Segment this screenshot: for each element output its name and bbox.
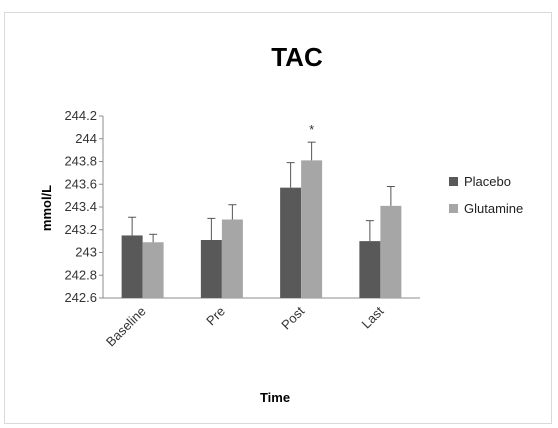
y-tick-label: 243.2 xyxy=(64,222,97,237)
y-tick-label: 243 xyxy=(75,245,97,260)
bar-glutamine-post xyxy=(301,160,323,298)
chart-frame xyxy=(4,12,552,424)
legend-swatch-placebo xyxy=(449,177,458,186)
bar-placebo-baseline xyxy=(121,235,143,298)
bar-placebo-last xyxy=(359,241,381,298)
x-axis-label: Time xyxy=(260,390,290,405)
bar-placebo-post xyxy=(280,187,302,298)
bars xyxy=(121,160,402,298)
annotations: * xyxy=(309,122,314,137)
bar-placebo-pre xyxy=(200,239,222,298)
x-axis-ticks: Baseline Pre Post Last xyxy=(103,303,387,349)
y-tick-label: 242.8 xyxy=(64,267,97,282)
legend-label-glutamine: Glutamine xyxy=(464,201,523,216)
bar-glutamine-baseline xyxy=(142,242,164,298)
y-axis-label: mmol/L xyxy=(39,185,54,231)
legend-label-placebo: Placebo xyxy=(464,174,511,189)
y-axis-ticks: 244.2 244 243.8 243.6 243.4 243.2 243 242.8 242.… xyxy=(64,108,103,305)
y-tick-label: 244.2 xyxy=(64,108,97,123)
x-tick-label: Post xyxy=(278,303,307,332)
significance-asterisk: * xyxy=(309,122,314,137)
bar-glutamine-pre xyxy=(221,219,243,298)
legend-swatch-glutamine xyxy=(449,204,458,213)
y-tick-label: 243.4 xyxy=(64,199,97,214)
error-bars xyxy=(128,141,395,243)
chart-title: TAC xyxy=(271,42,323,72)
y-tick-label: 242.6 xyxy=(64,290,97,305)
legend: Placebo Glutamine xyxy=(449,174,523,216)
y-tick-label: 244 xyxy=(75,131,97,146)
x-tick-label: Baseline xyxy=(103,304,149,350)
x-tick-label: Pre xyxy=(203,304,228,329)
y-tick-label: 243.6 xyxy=(64,176,97,191)
bar-glutamine-last xyxy=(380,205,402,298)
y-tick-label: 243.8 xyxy=(64,154,97,169)
x-tick-label: Last xyxy=(359,303,387,331)
